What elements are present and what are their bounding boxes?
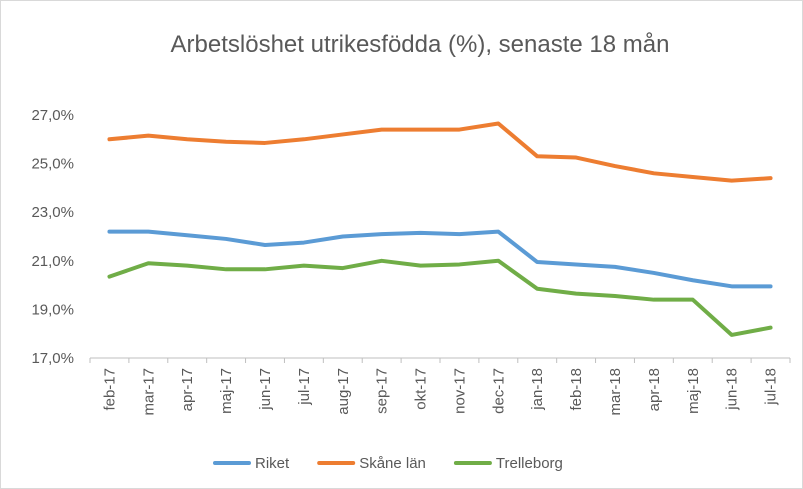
series-line (107, 258, 773, 337)
series-line (107, 121, 773, 183)
x-tick-label: jan-18 (529, 368, 546, 411)
x-tick-label: feb-17 (101, 368, 118, 411)
x-tick-label: feb-18 (568, 368, 585, 411)
x-tick-label: jun-18 (724, 368, 741, 411)
legend-label: Riket (255, 455, 290, 472)
x-tick-label: maj-17 (218, 368, 235, 414)
y-tick-label: 23,0% (31, 204, 74, 221)
series-line (107, 229, 773, 289)
chart-title: Arbetslöshet utrikesfödda (%), senaste 1… (171, 31, 670, 58)
x-tick-label: maj-18 (685, 368, 702, 414)
y-tick-label: 25,0% (31, 156, 74, 173)
legend-label: Trelleborg (496, 455, 563, 472)
y-tick-label: 17,0% (31, 350, 74, 367)
y-tick-label: 27,0% (31, 107, 74, 124)
x-tick-label: jun-17 (257, 368, 274, 411)
y-tick-label: 19,0% (31, 301, 74, 318)
x-tick-label: apr-18 (646, 368, 663, 411)
x-tick-label: dec-17 (490, 368, 507, 414)
x-tick-label: okt-17 (413, 368, 430, 410)
x-tick-label: apr-17 (179, 368, 196, 411)
legend-label: Skåne län (359, 455, 426, 472)
x-tick-label: jul-18 (763, 368, 780, 406)
x-tick-label: sep-17 (374, 368, 391, 414)
x-tick-label: jul-17 (296, 368, 313, 406)
y-tick-label: 21,0% (31, 253, 74, 270)
x-tick-label: mar-18 (607, 368, 624, 416)
x-tick-label: nov-17 (451, 368, 468, 414)
x-tick-label: mar-17 (140, 368, 157, 416)
x-tick-label: aug-17 (335, 368, 352, 415)
